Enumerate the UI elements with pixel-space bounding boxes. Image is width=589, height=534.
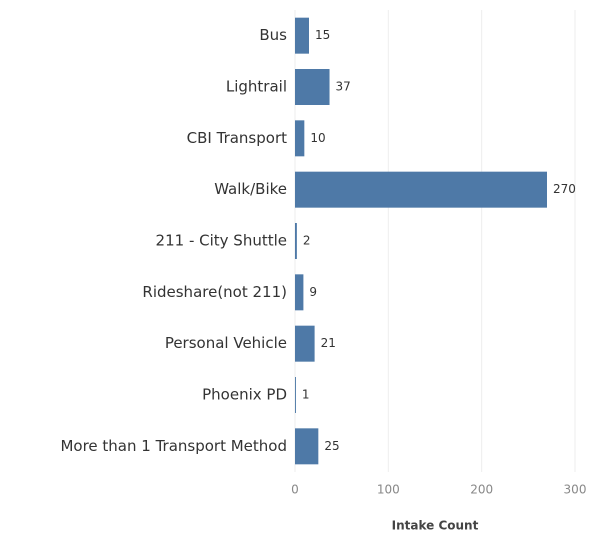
value-label: 2 (303, 234, 311, 248)
bar (295, 69, 330, 105)
x-tick-label: 200 (470, 483, 493, 497)
value-label: 1 (302, 388, 310, 402)
y-tick-label: Rideshare(not 211) (142, 283, 287, 301)
value-label: 25 (324, 439, 339, 453)
value-label: 15 (315, 28, 330, 42)
y-tick-label: More than 1 Transport Method (60, 437, 287, 455)
value-label: 9 (309, 285, 317, 299)
x-tick-label: 100 (377, 483, 400, 497)
y-tick-label: 211 - City Shuttle (156, 232, 287, 250)
y-tick-label: Phoenix PD (202, 386, 287, 404)
bar (295, 120, 305, 157)
bar (295, 377, 296, 413)
bar (295, 17, 309, 54)
bar (295, 171, 547, 208)
x-axis-label: Intake Count (392, 519, 479, 533)
bar (295, 274, 304, 311)
value-label: 270 (553, 182, 576, 196)
value-label: 10 (310, 131, 325, 145)
x-tick-label: 300 (564, 483, 587, 497)
y-tick-label: Lightrail (226, 78, 287, 96)
y-tick-label: Walk/Bike (214, 180, 287, 198)
y-tick-label: Bus (259, 26, 287, 44)
value-label: 37 (336, 80, 351, 94)
bar (295, 325, 315, 362)
x-tick-label: 0 (291, 483, 299, 497)
y-tick-label: Personal Vehicle (165, 334, 287, 352)
bar (295, 428, 319, 465)
y-tick-label: CBI Transport (187, 129, 287, 147)
bar (295, 223, 297, 259)
value-label: 21 (321, 336, 336, 350)
